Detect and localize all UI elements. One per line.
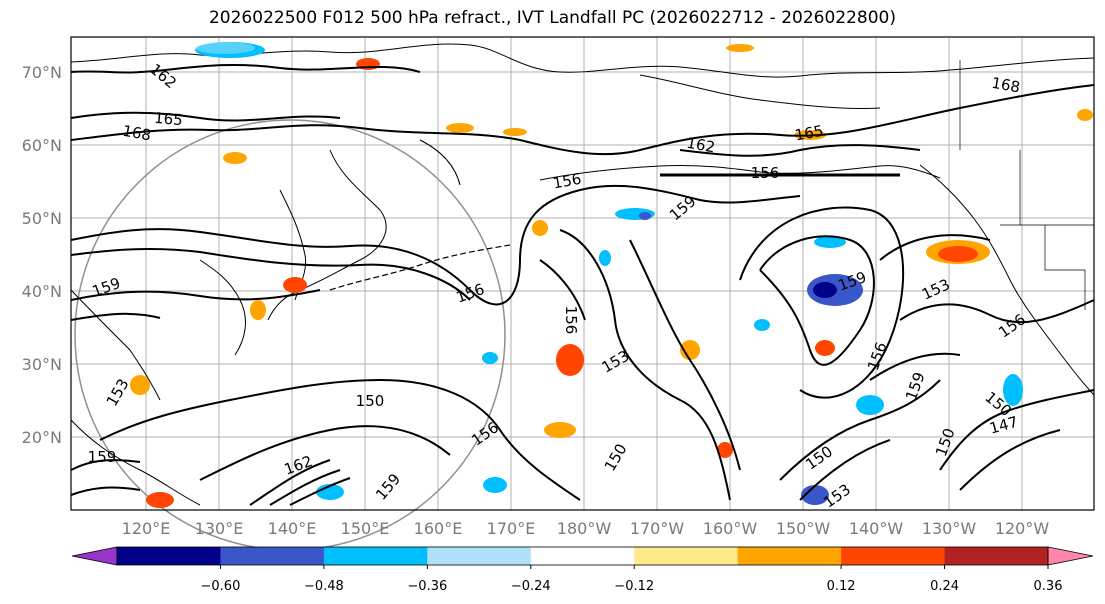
colorbar-ticks: −0.60−0.48−0.36−0.24−0.120.120.240.360.4… xyxy=(201,565,1063,594)
colorbar-segment xyxy=(220,547,325,565)
colorbar-tick-label: 0.24 xyxy=(930,579,959,594)
shade-blob xyxy=(130,375,150,395)
lon-label: 120°W xyxy=(995,519,1050,538)
colorbar-segment xyxy=(634,547,739,565)
colorbar-segment xyxy=(323,547,428,565)
shade-blob xyxy=(483,477,507,493)
shade-blob xyxy=(223,152,247,164)
contour-label: 156 xyxy=(751,164,780,182)
latitude-labels: 70°N 60°N 50°N 40°N 30°N 20°N xyxy=(22,63,62,447)
lat-label: 50°N xyxy=(22,209,62,228)
contour-label: 150 xyxy=(356,392,385,410)
colorbar-extend-min xyxy=(71,546,118,566)
lat-label: 20°N xyxy=(22,428,62,447)
shade-blob xyxy=(938,246,978,262)
shade-blob xyxy=(532,220,548,236)
colorbar-tick-label: −0.48 xyxy=(304,579,344,594)
colorbar-extend-max xyxy=(1047,546,1094,566)
longitude-labels: 120°E 130°E 140°E 150°E 160°E 170°E 180°W 170°W… xyxy=(122,519,1050,538)
contour-label: 168 xyxy=(990,74,1021,97)
lon-label: 170°W xyxy=(630,519,685,538)
shade-blob xyxy=(446,123,474,133)
contour-label: 168 xyxy=(121,122,152,145)
shade-blob xyxy=(1003,374,1023,406)
colorbar-tick-label: −0.60 xyxy=(201,579,241,594)
colorbar-segment xyxy=(841,547,946,565)
shade-blob xyxy=(482,352,498,364)
lat-label: 70°N xyxy=(22,63,62,82)
shade-blob xyxy=(250,300,266,320)
colorbar-tick-label: −0.12 xyxy=(614,579,654,594)
shade-blob xyxy=(1077,109,1093,121)
contour-label: 165 xyxy=(153,109,183,129)
shade-blob xyxy=(556,344,584,376)
colorbar-tick-label: −0.24 xyxy=(511,579,551,594)
colorbar-tick-label: −0.36 xyxy=(407,579,447,594)
map-title: 2026022500 F012 500 hPa refract., IVT La… xyxy=(208,8,896,28)
shade-blob xyxy=(639,212,651,220)
lon-label: 180°W xyxy=(557,519,612,538)
shade-blob xyxy=(856,395,884,415)
lon-label: 130°E xyxy=(195,519,244,538)
contour-label: 165 xyxy=(793,122,824,145)
lon-label: 160°E xyxy=(414,519,463,538)
shade-blob xyxy=(599,250,611,266)
lat-label: 60°N xyxy=(22,136,62,155)
shade-blob xyxy=(754,319,770,331)
colorbar-segment xyxy=(427,547,532,565)
contour-label: 156 xyxy=(562,306,580,335)
lon-label: 150°W xyxy=(776,519,831,538)
shade-blob xyxy=(316,484,344,500)
lon-label: 140°W xyxy=(849,519,904,538)
colorbar-tick-label: 0.12 xyxy=(827,579,856,594)
secondary-contour xyxy=(329,244,511,291)
shade-blob xyxy=(680,340,700,360)
colorbar-segment xyxy=(944,547,1049,565)
colorbar-tick-label: 0.36 xyxy=(1034,579,1063,594)
shade-blob xyxy=(814,236,846,248)
shade-blob xyxy=(503,128,527,136)
colorbar xyxy=(71,546,1094,566)
lat-label: 40°N xyxy=(22,282,62,301)
lon-label: 170°E xyxy=(487,519,536,538)
lat-label: 30°N xyxy=(22,355,62,374)
colorbar-frame xyxy=(116,546,1049,566)
lon-label: 150°E xyxy=(341,519,390,538)
contour-label: 162 xyxy=(685,134,716,157)
shade-blob xyxy=(544,422,576,438)
contour-label: 159 xyxy=(88,448,117,466)
shade-blob xyxy=(717,442,733,458)
shade-blob xyxy=(146,492,174,508)
shade-blob xyxy=(813,282,837,298)
shade-blob xyxy=(815,340,835,356)
ivt-shading xyxy=(130,42,1093,508)
lon-label: 120°E xyxy=(122,519,171,538)
lon-label: 160°W xyxy=(703,519,758,538)
shade-blob xyxy=(801,485,829,505)
shade-blob xyxy=(283,277,307,293)
contour-label: 156 xyxy=(551,170,582,193)
shade-blob xyxy=(726,44,754,52)
colorbar-segment xyxy=(530,547,635,565)
colorbar-segment xyxy=(117,547,221,565)
lon-label: 140°E xyxy=(268,519,317,538)
shade-blob xyxy=(195,42,255,54)
height-contours xyxy=(70,63,1095,506)
map-frame xyxy=(70,36,1095,511)
political-borders xyxy=(959,60,1094,310)
lon-label: 130°W xyxy=(922,519,977,538)
colorbar-segment xyxy=(737,547,842,565)
